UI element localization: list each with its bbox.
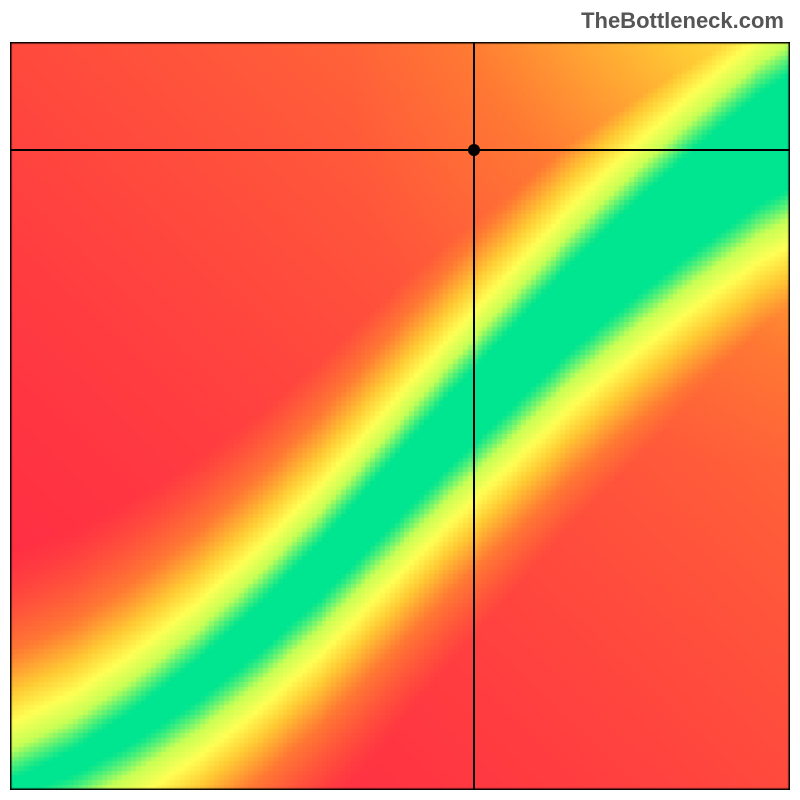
heatmap-chart [10,42,790,790]
heatmap-canvas [10,42,790,790]
source-attribution: TheBottleneck.com [581,8,784,34]
crosshair-horizontal [10,149,790,151]
